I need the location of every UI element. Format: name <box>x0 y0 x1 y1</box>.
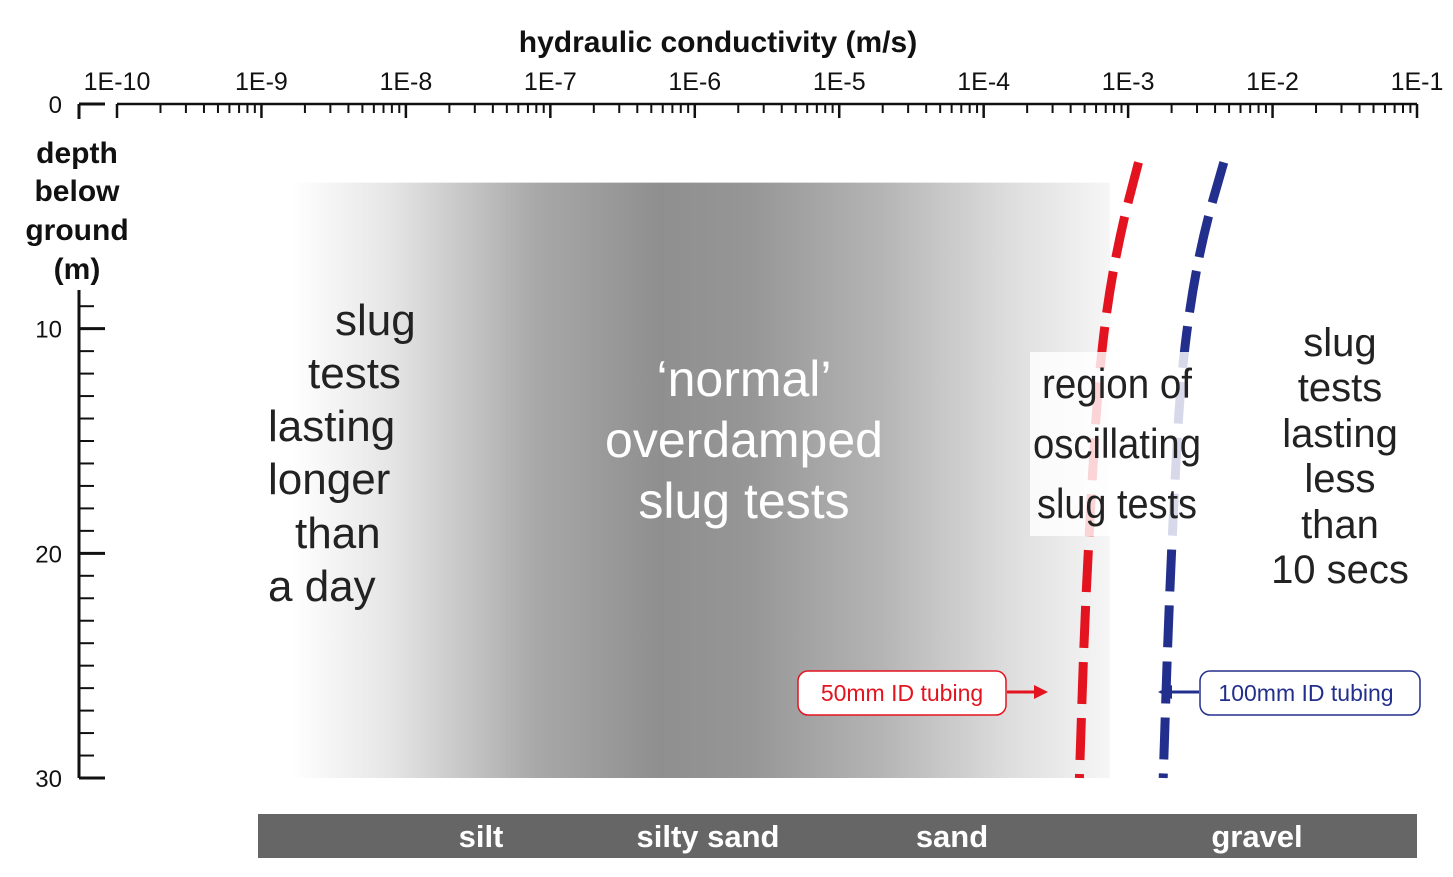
middle-region-line-3: slug tests <box>638 473 849 529</box>
y-axis-title-line-4: (m) <box>54 253 101 286</box>
y-axis-title-line-1: depth <box>36 137 118 170</box>
left-region-line-4: longer <box>268 455 390 504</box>
right-region-annotation: slug tests lasting less than 10 secs <box>1271 321 1409 592</box>
x-axis: 1E-10 1E-9 1E-8 1E-7 1E-6 1E-5 1E-4 1E-3 1E-2 1E-… <box>84 68 1444 118</box>
left-region-line-2: tests <box>308 349 401 398</box>
x-tick-label: 1E-3 <box>1102 68 1155 96</box>
right-region-line-5: than <box>1301 503 1379 547</box>
y-axis: 0 10 20 30 <box>35 92 105 793</box>
x-tick-label: 1E-2 <box>1246 68 1299 96</box>
x-tick-label: 1E-8 <box>379 68 432 96</box>
soil-label-silt: silt <box>459 819 504 854</box>
oscillating-region-line-2: oscillating <box>1033 420 1201 467</box>
middle-region-line-2: overdamped <box>605 412 883 468</box>
blue-tubing-callout: 100mm ID tubing <box>1158 670 1421 716</box>
left-region-line-5: than <box>295 509 381 558</box>
oscillating-label-background <box>1030 352 1202 536</box>
y-tick-label: 30 <box>35 766 62 793</box>
blue-tubing-arrow-head <box>1158 685 1172 699</box>
left-region-line-3: lasting <box>268 402 395 451</box>
middle-region-annotation: ‘normal’ overdamped slug tests <box>605 351 883 529</box>
oscillating-region-line-1: region of <box>1042 360 1192 407</box>
red-tubing-arrow-head <box>1034 685 1048 699</box>
soil-label-silty-sand: silty sand <box>637 819 780 854</box>
x-tick-label: 1E-5 <box>813 68 866 96</box>
y-tick-label: 10 <box>35 317 62 344</box>
oscillating-region-annotation: region of oscillating slug tests <box>1030 352 1202 536</box>
right-region-line-2: tests <box>1298 366 1382 410</box>
left-region-line-1: slug <box>335 296 416 345</box>
middle-region-line-1: ‘normal’ <box>656 351 831 407</box>
red-tubing-curve <box>1074 161 1143 779</box>
soil-label-sand: sand <box>916 819 988 854</box>
y-axis-title-line-2: below <box>34 175 120 208</box>
right-region-line-4: less <box>1304 457 1375 501</box>
left-region-annotation: slug tests lasting longer than a day <box>268 296 416 611</box>
y-axis-title-line-3: ground <box>25 214 128 247</box>
blue-tubing-label-box <box>1199 670 1421 716</box>
right-region-line-3: lasting <box>1282 412 1398 456</box>
soil-label-gravel: gravel <box>1211 819 1302 854</box>
x-tick-label: 1E-4 <box>957 68 1010 96</box>
soil-class-bar <box>258 814 1417 858</box>
x-tick-label: 1E-7 <box>524 68 577 96</box>
x-tick-label: 1E-1 <box>1391 68 1444 96</box>
x-tick-label: 1E-9 <box>235 68 288 96</box>
x-tick-label: 1E-6 <box>668 68 721 96</box>
red-tubing-label-box <box>797 670 1007 716</box>
y-tick-label: 20 <box>35 541 62 568</box>
left-region-line-6: a day <box>268 562 376 611</box>
red-tubing-label: 50mm ID tubing <box>821 680 983 706</box>
oscillating-region-line-3: slug tests <box>1037 480 1197 527</box>
red-tubing-callout: 50mm ID tubing <box>797 670 1048 716</box>
blue-tubing-curve <box>1158 161 1229 779</box>
y-tick-label: 0 <box>49 92 62 119</box>
x-axis-title: hydraulic conductivity (m/s) <box>519 26 917 59</box>
blue-tubing-label: 100mm ID tubing <box>1218 680 1393 706</box>
x-tick-label: 1E-10 <box>84 68 151 96</box>
right-region-line-6: 10 secs <box>1271 548 1409 592</box>
right-region-line-1: slug <box>1303 321 1376 365</box>
tubing-curves <box>1074 161 1229 779</box>
